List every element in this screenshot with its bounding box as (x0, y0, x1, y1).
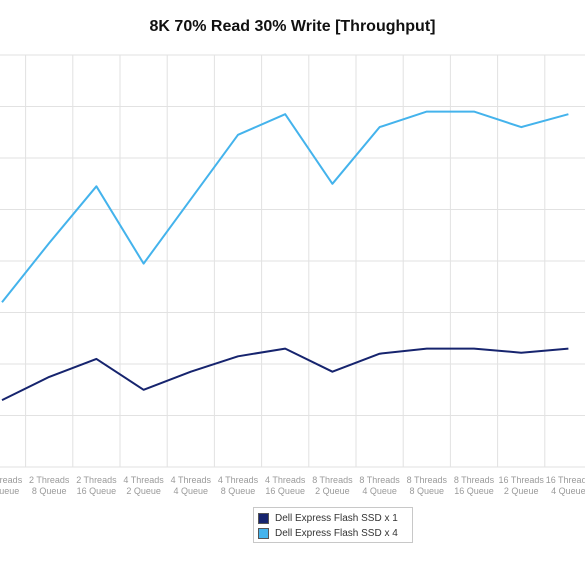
legend-label-series-2: Dell Express Flash SSD x 4 (275, 528, 398, 539)
legend-item-series-2: Dell Express Flash SSD x 4 (258, 526, 412, 541)
x-tick-label: 8 Threads 4 Queue (359, 475, 400, 496)
legend-swatch-series-2 (258, 528, 269, 539)
legend-item-series-1: Dell Express Flash SSD x 1 (258, 511, 412, 526)
grid-lines (0, 54, 585, 468)
series-lines (1, 110, 569, 401)
x-tick-label: 4 Threads 16 Queue (265, 475, 306, 496)
x-tick-label: 2 Threads 8 Queue (29, 475, 70, 496)
x-tick-label: 8 Threads 2 Queue (312, 475, 353, 496)
legend: Dell Express Flash SSD x 1 Dell Express … (253, 507, 413, 543)
x-tick-label: 4 Threads 8 Queue (218, 475, 259, 496)
series-line-2 (1, 110, 569, 303)
x-tick-label: 4 Threads 2 Queue (123, 475, 164, 496)
series-line-1 (1, 347, 569, 401)
legend-label-series-1: Dell Express Flash SSD x 1 (275, 513, 398, 524)
x-tick-label: 8 Threads 8 Queue (407, 475, 448, 496)
x-tick-label: 16 Threads 2 Queue (499, 475, 545, 496)
x-tick-label: 4 Threads 4 Queue (171, 475, 212, 496)
legend-swatch-series-1 (258, 513, 269, 524)
x-tick-label: 8 Threads 16 Queue (454, 475, 495, 496)
x-tick-label: 2 Threads 16 Queue (76, 475, 117, 496)
chart-title: 8K 70% Read 30% Write [Throughput] (149, 18, 436, 35)
